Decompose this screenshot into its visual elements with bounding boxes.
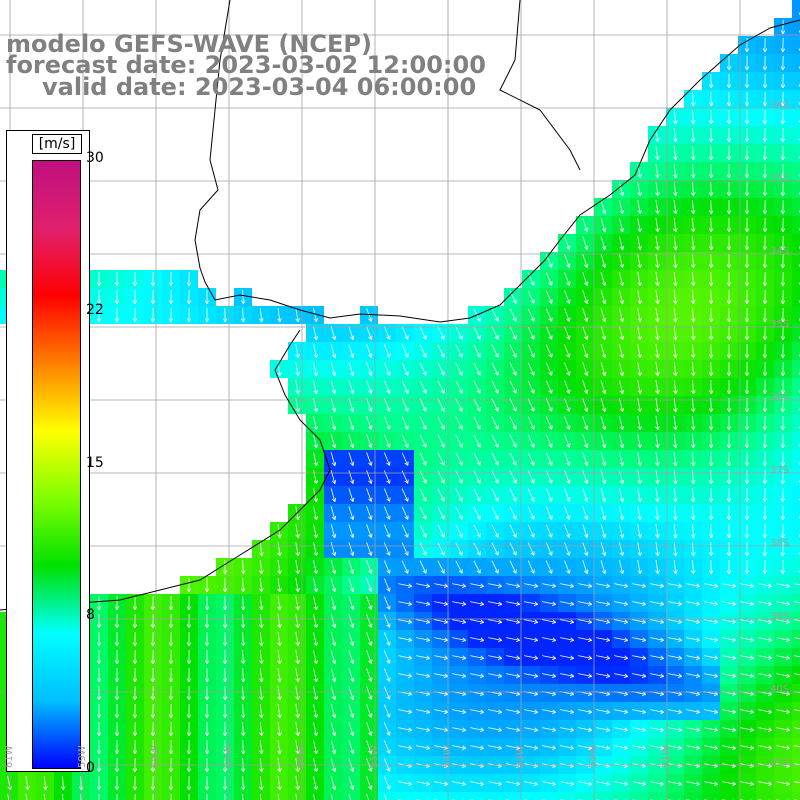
colorbar-tick-0: 0 bbox=[86, 760, 95, 776]
lat-label: 34S bbox=[770, 246, 790, 257]
wind-arrows bbox=[7, 12, 800, 800]
colorbar-unit: [m/s] bbox=[32, 134, 82, 154]
lon-label: 61W bbox=[4, 745, 15, 768]
lon-label: 59W bbox=[77, 745, 88, 768]
lat-label: 39S bbox=[770, 611, 790, 622]
colorbar-tick-8: 8 bbox=[86, 607, 95, 623]
colorbar-tick-30: 30 bbox=[86, 150, 104, 166]
lon-label: 52W bbox=[588, 745, 599, 768]
lon-label: 53W bbox=[515, 745, 526, 768]
title-valid-date: valid date: 2023-03-04 06:00:00 bbox=[42, 73, 477, 101]
lon-label: 54W bbox=[442, 745, 453, 768]
lat-label: 40S bbox=[770, 684, 790, 695]
colorbar-tick-22: 22 bbox=[86, 302, 104, 318]
lat-label: 37S bbox=[770, 465, 790, 476]
country-border bbox=[194, 0, 581, 269]
lon-label: 51W bbox=[661, 745, 672, 768]
lat-label: 34S bbox=[770, 100, 790, 111]
coastline bbox=[0, 19, 800, 611]
colorbar-gradient bbox=[32, 160, 81, 769]
title-model: modelo GEFS-WAVE (NCEP) bbox=[6, 30, 372, 58]
lon-label: 55W bbox=[369, 745, 380, 768]
lon-label: 57W bbox=[223, 745, 234, 768]
lon-label: 56W bbox=[296, 745, 307, 768]
lat-label: 33S bbox=[770, 173, 790, 184]
lat-label: 38S bbox=[770, 538, 790, 549]
lon-label: 58W bbox=[150, 745, 161, 768]
colorbar-tick-15: 15 bbox=[86, 455, 104, 471]
lat-label: 35S bbox=[770, 319, 790, 330]
lat-label: 36S bbox=[770, 392, 790, 403]
lat-label: 41S bbox=[770, 757, 790, 768]
title-forecast-date: forecast date: 2023-03-02 12:00:00 bbox=[6, 51, 486, 79]
